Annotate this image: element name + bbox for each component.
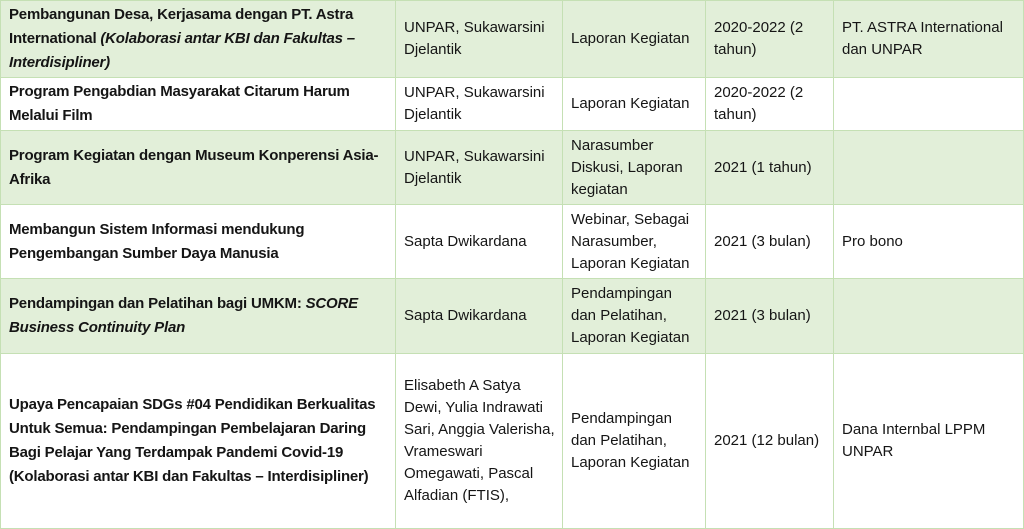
cell-team: UNPAR, Sukawarsini Djelantik	[395, 77, 563, 131]
cell-period: 2021 (3 bulan)	[705, 204, 834, 279]
table-row: Pembangunan Desa, Kerjasama dengan PT. A…	[0, 0, 1024, 78]
activity-text: Upaya Pencapaian SDGs #04 Pendidikan Ber…	[9, 396, 376, 485]
cell-activity: Program Kegiatan dengan Museum Konperens…	[0, 130, 396, 205]
cell-funding	[833, 130, 1024, 205]
cell-activity: Program Pengabdian Masyarakat Citarum Ha…	[0, 77, 396, 131]
cell-output: Webinar, Sebagai Narasumber, Laporan Keg…	[562, 204, 706, 279]
cell-output: Laporan Kegiatan	[562, 0, 706, 78]
cell-output: Pendampingan dan Pelatihan, Laporan Kegi…	[562, 353, 706, 529]
table-row: Program Pengabdian Masyarakat Citarum Ha…	[0, 77, 1024, 131]
cell-funding: Pro bono	[833, 204, 1024, 279]
cell-team: Sapta Dwikardana	[395, 278, 563, 354]
activity-italic-text: (Kolaborasi antar KBI dan Fakultas – Int…	[9, 30, 355, 71]
table-row: Pendampingan dan Pelatihan bagi UMKM: SC…	[0, 278, 1024, 354]
cell-output: Laporan Kegiatan	[562, 77, 706, 131]
cell-activity: Upaya Pencapaian SDGs #04 Pendidikan Ber…	[0, 353, 396, 529]
activity-text: Pendampingan dan Pelatihan bagi UMKM:	[9, 295, 306, 312]
activity-italic-text: SCORE Business Continuity Plan	[9, 295, 358, 336]
cell-output: Narasumber Diskusi, Laporan kegiatan	[562, 130, 706, 205]
cell-team: UNPAR, Sukawarsini Djelantik	[395, 130, 563, 205]
table-row: Membangun Sistem Informasi mendukung Pen…	[0, 204, 1024, 279]
cell-period: 2021 (12 bulan)	[705, 353, 834, 529]
cell-team: UNPAR, Sukawarsini Djelantik	[395, 0, 563, 78]
cell-activity: Pendampingan dan Pelatihan bagi UMKM: SC…	[0, 278, 396, 354]
cell-team: Sapta Dwikardana	[395, 204, 563, 279]
cell-period: 2021 (1 tahun)	[705, 130, 834, 205]
activity-text: Program Kegiatan dengan Museum Konperens…	[9, 146, 379, 188]
cell-period: 2020-2022 (2 tahun)	[705, 77, 834, 131]
cell-activity: Membangun Sistem Informasi mendukung Pen…	[0, 204, 396, 279]
cell-team: Elisabeth A Satya Dewi, Yulia Indrawati …	[395, 353, 563, 529]
cell-funding: PT. ASTRA International dan UNPAR	[833, 0, 1024, 78]
cell-funding: Dana Internbal LPPM UNPAR	[833, 353, 1024, 529]
cell-funding	[833, 77, 1024, 131]
cell-activity: Pembangunan Desa, Kerjasama dengan PT. A…	[0, 0, 396, 78]
cell-period: 2021 (3 bulan)	[705, 278, 834, 354]
activity-text: Program Pengabdian Masyarakat Citarum Ha…	[9, 83, 350, 124]
table-row: Program Kegiatan dengan Museum Konperens…	[0, 130, 1024, 205]
table-row: Upaya Pencapaian SDGs #04 Pendidikan Ber…	[0, 353, 1024, 529]
cell-period: 2020-2022 (2 tahun)	[705, 0, 834, 78]
cell-funding	[833, 278, 1024, 354]
activity-text: Membangun Sistem Informasi mendukung Pen…	[9, 220, 305, 262]
activity-text: Pembangunan Desa, Kerjasama dengan PT. A…	[9, 6, 354, 47]
cell-output: Pendampingan dan Pelatihan, Laporan Kegi…	[562, 278, 706, 354]
